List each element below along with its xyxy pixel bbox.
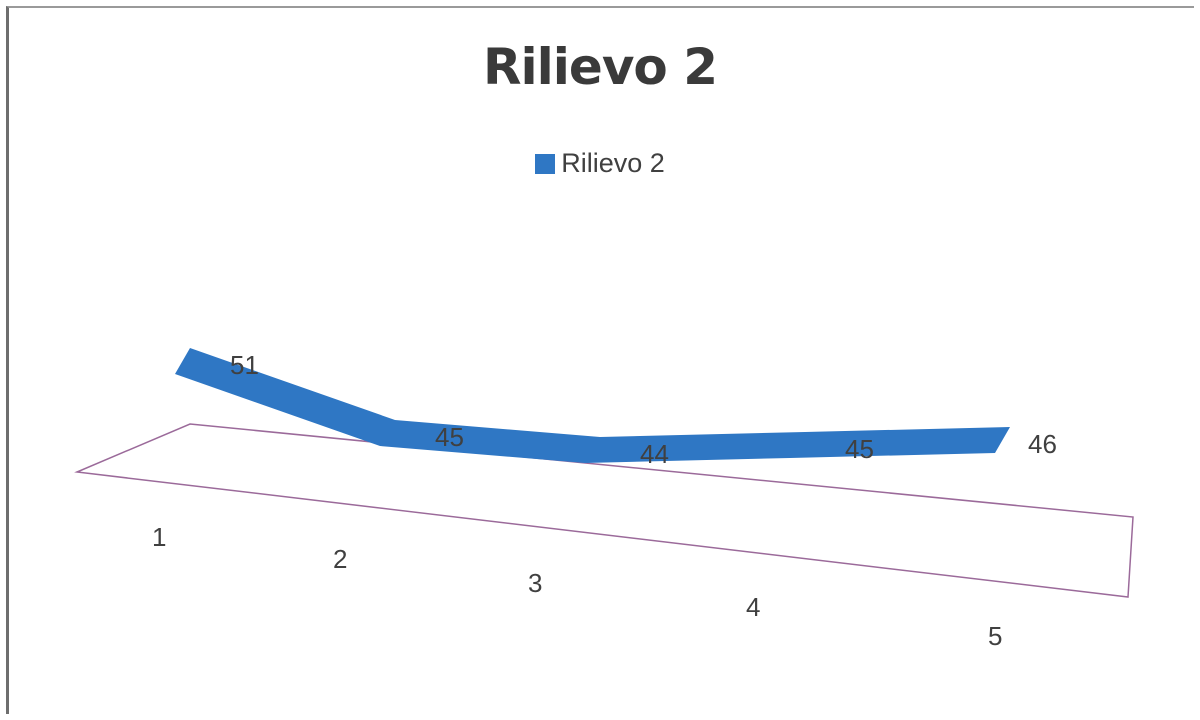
x-tick-label: 1	[152, 522, 166, 552]
data-label: 44	[640, 439, 669, 469]
x-tick-label: 2	[333, 544, 347, 574]
x-tick-label: 3	[528, 568, 542, 598]
data-label: 46	[1028, 429, 1057, 459]
data-label: 45	[435, 422, 464, 452]
x-tick-label: 4	[746, 592, 760, 622]
x-tick-label: 5	[988, 621, 1002, 651]
series-ribbon	[175, 348, 1010, 463]
data-label: 51	[230, 350, 259, 380]
data-label: 45	[845, 434, 874, 464]
